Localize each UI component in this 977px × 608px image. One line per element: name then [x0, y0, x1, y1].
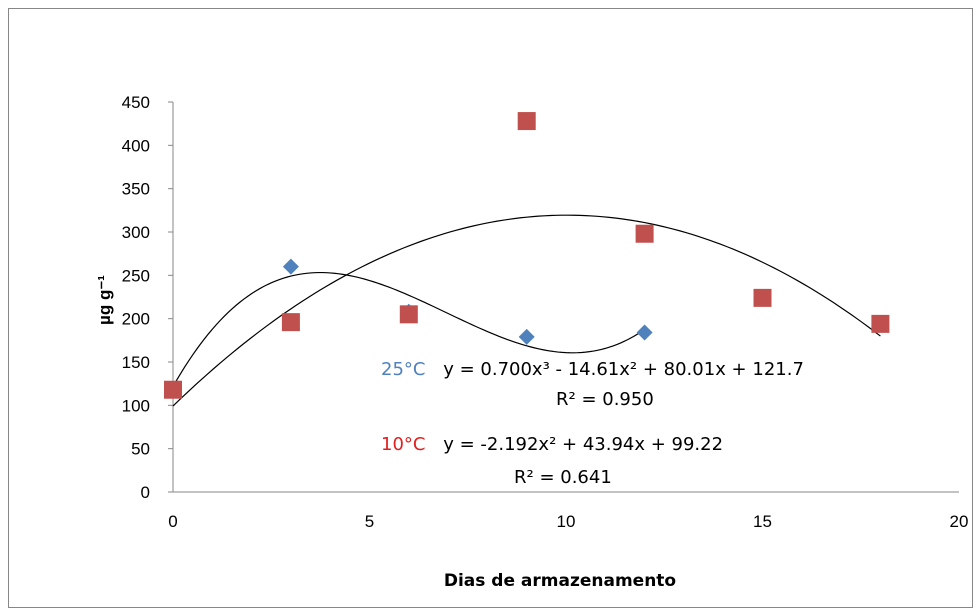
y-tick-label: 200 [122, 310, 150, 329]
y-tick-label: 300 [122, 223, 150, 242]
x-tick-label: 10 [557, 512, 576, 531]
equation-10c: y = -2.192x² + 43.94x + 99.22 [443, 434, 723, 455]
point-10c [164, 380, 182, 399]
trendlines [172, 214, 881, 407]
point-10c [399, 305, 418, 324]
x-tick-labels: 0 5 10 15 20 [168, 512, 968, 531]
y-tick-labels: 0 50 100 150 200 250 300 350 400 450 [122, 93, 173, 502]
chart-area [8, 8, 973, 608]
axes [172, 102, 959, 493]
point-10c [281, 313, 300, 332]
series-label-10c: 10°C [381, 434, 425, 455]
y-tick-label: 100 [122, 396, 150, 415]
equation-annotation-10c: 10°C y = -2.192x² + 43.94x + 99.22 R² = … [381, 434, 723, 488]
y-axis-title: µg g⁻¹ [95, 275, 114, 325]
x-tick-label: 5 [365, 512, 374, 531]
x-axis-title: Dias de armazenamento [444, 571, 676, 590]
r2-10c: R² = 0.641 [514, 467, 612, 488]
point-10c [753, 288, 772, 307]
y-tick-label: 250 [122, 266, 150, 285]
data-points [164, 112, 890, 399]
y-tick-label: 400 [122, 136, 150, 155]
point-10c [635, 224, 654, 243]
trendline-10c [172, 214, 881, 407]
x-tick-label: 20 [950, 512, 969, 531]
y-tick-label: 350 [122, 180, 150, 199]
point-10c [871, 314, 890, 333]
point-25c [636, 324, 653, 341]
y-tick-label: 50 [131, 440, 150, 459]
y-tick-label: 0 [141, 483, 150, 502]
scatter-chart: 0 50 100 150 200 250 300 350 400 450 0 5 10 15 20 Dia… [95, 93, 968, 590]
svg-text:10°C y = -2.192x² + 43.9: 10°C y = -2.192x² + 43.94x + 99.22 [381, 434, 723, 455]
series-label-25c: 25°C [381, 359, 425, 380]
y-tick-label: 150 [122, 353, 150, 372]
equation-25c: y = 0.700x³ - 14.61x² + 80.01x + 121.7 [443, 359, 804, 380]
trendline-25c [172, 271, 645, 387]
r2-25c: R² = 0.950 [556, 389, 654, 410]
point-25c [282, 258, 299, 275]
equation-annotation-25c: 25°C y = 0.700x³ - 14.61x² + 80.01x + 12… [381, 359, 804, 410]
svg-text:25°C y = 0.700x³ - 14.61: 25°C y = 0.700x³ - 14.61x² + 80.01x + 12… [381, 359, 804, 380]
point-10c [517, 112, 536, 131]
y-tick-label: 450 [122, 93, 150, 112]
x-tick-label: 15 [753, 512, 772, 531]
point-25c [518, 328, 535, 345]
x-tick-label: 0 [168, 512, 177, 531]
